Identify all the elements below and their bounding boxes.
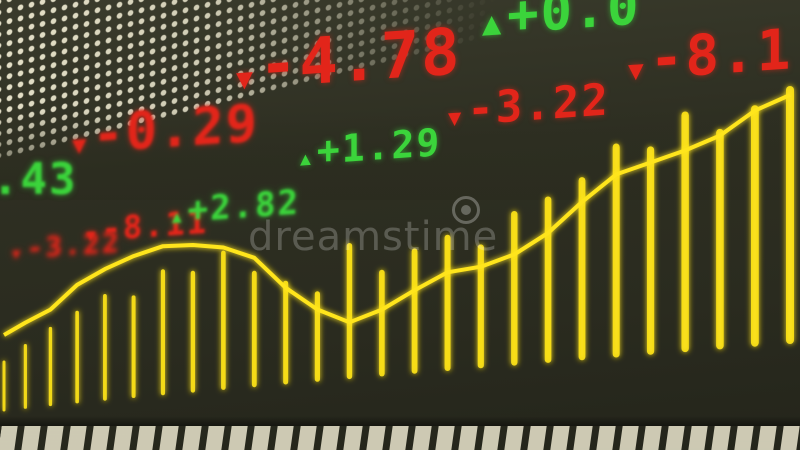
watermark-text: dreamstime — [248, 214, 499, 260]
panel-shadow — [0, 0, 800, 200]
bottom-led-strip — [0, 426, 800, 450]
watermark-logo-icon — [452, 196, 480, 224]
ticker-up-1: .43 — [0, 158, 77, 202]
bottom-shadow — [0, 416, 800, 426]
ticker-value: .43 — [0, 154, 78, 205]
price-line — [2, 93, 791, 337]
